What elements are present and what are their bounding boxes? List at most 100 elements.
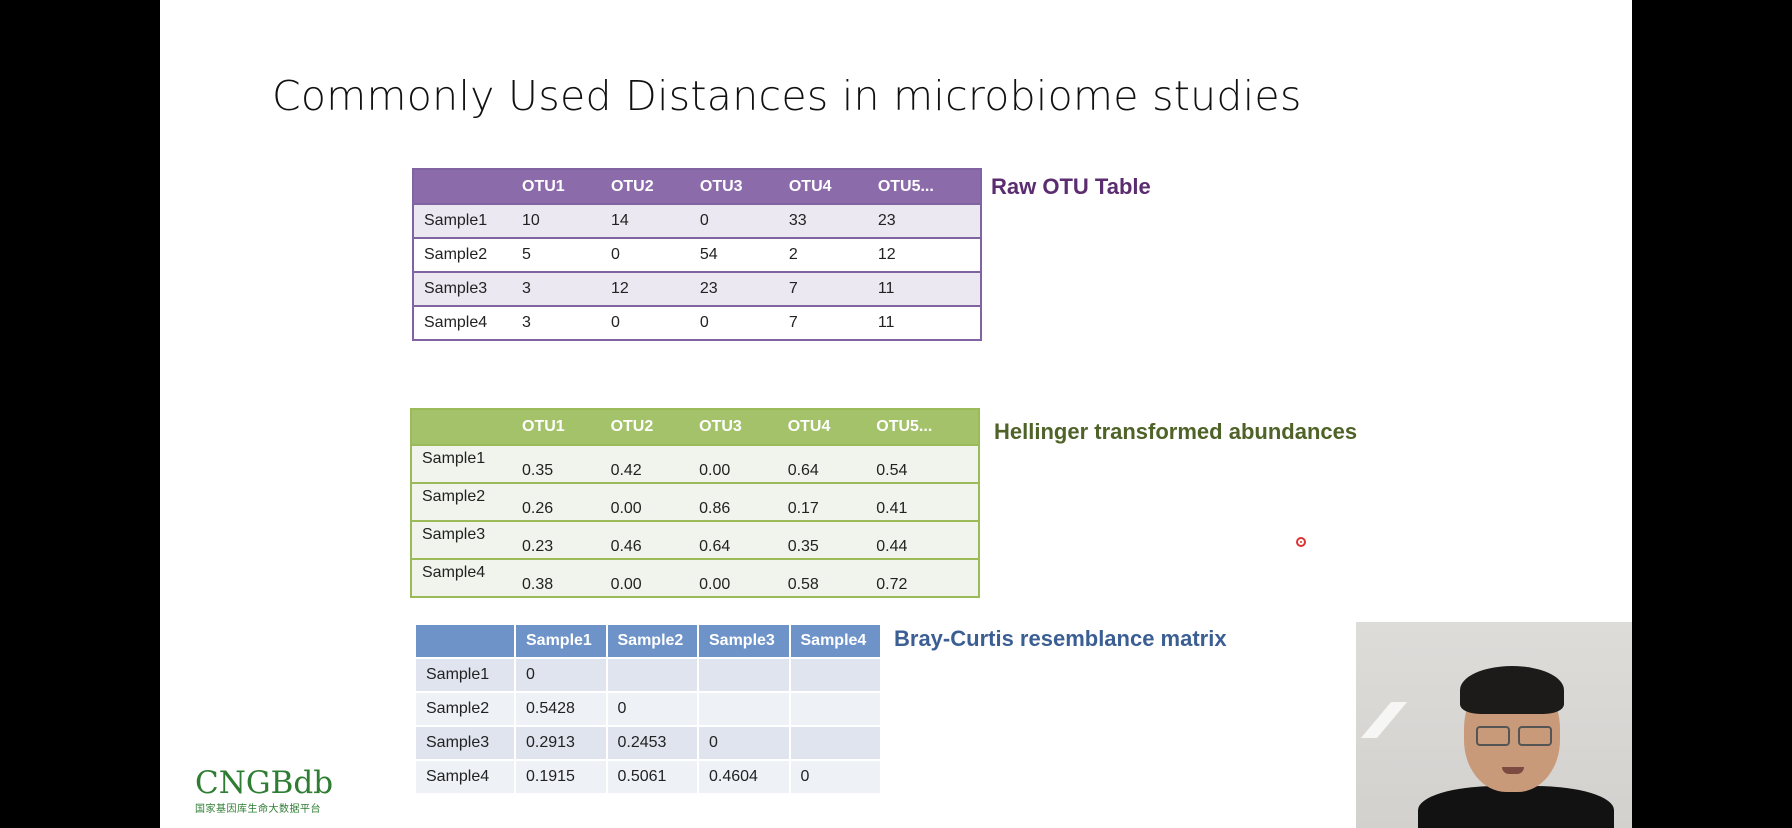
table-cell: 0.44	[866, 520, 979, 559]
table-cell: 0.23	[512, 520, 601, 559]
table-header-row: OTU1 OTU2 OTU3 OTU4 OTU5...	[411, 409, 979, 445]
presentation-slide: Commonly Used Distances in microbiome st…	[160, 0, 1632, 828]
row-label: Sample4	[411, 558, 512, 597]
row-label: Sample2	[416, 693, 514, 725]
table-cell: 0.2913	[516, 727, 606, 759]
table-cell: 23	[867, 203, 981, 238]
row-label: Sample2	[411, 482, 512, 521]
bray-curtis-table-caption: Bray-Curtis resemblance matrix	[894, 626, 1227, 651]
table-cell: 0.1915	[516, 761, 606, 793]
header-cell: Sample2	[607, 625, 697, 657]
presenter-mouth	[1502, 767, 1524, 774]
webcam-overlay	[1356, 622, 1632, 828]
table-header-row: OTU1 OTU2 OTU3 OTU4 OTU5...	[413, 169, 981, 204]
raw-table-caption: Raw OTU Table	[991, 174, 1151, 199]
table-cell: 0.4604	[699, 761, 789, 793]
table-cell: 0.26	[512, 482, 601, 521]
table-cell: 2	[778, 237, 868, 272]
table-row: Sample1 0	[416, 659, 880, 691]
header-cell	[411, 409, 512, 445]
table-cell: 12	[600, 271, 690, 306]
table-cell	[790, 693, 880, 725]
table-cell: 3	[512, 271, 601, 306]
table-cell: 0.17	[777, 482, 867, 521]
table-cell: 0.54	[866, 444, 979, 483]
row-label: Sample4	[416, 761, 514, 793]
table-cell: 10	[512, 203, 601, 238]
table-cell: 5	[512, 237, 601, 272]
logo-subtitle: 国家基因库生命大数据平台	[195, 804, 321, 815]
table-row: Sample3 3 12 23 7 11	[413, 271, 981, 306]
table-row: Sample2 0.5428 0	[416, 693, 880, 725]
table-cell: 0.58	[777, 558, 867, 597]
glasses-icon	[1476, 726, 1510, 746]
bray-curtis-table: Sample1 Sample2 Sample3 Sample4 Sample1 …	[414, 623, 882, 795]
table-cell	[699, 693, 789, 725]
table-cell: 0.00	[600, 558, 690, 597]
table-cell: 12	[867, 237, 981, 272]
table-cell: 11	[867, 271, 981, 306]
table-cell	[790, 727, 880, 759]
table-row: Sample3 0.2913 0.2453 0	[416, 727, 880, 759]
table-cell: 0.00	[689, 558, 778, 597]
raw-otu-table: OTU1 OTU2 OTU3 OTU4 OTU5... Sample1 10 1…	[412, 168, 982, 341]
header-cell: OTU5...	[867, 169, 981, 204]
cngbdb-logo: CNGBdb 国家基因库生命大数据平台	[195, 766, 333, 815]
presenter-hair	[1460, 666, 1564, 714]
row-label: Sample1	[411, 444, 512, 483]
header-cell: OTU4	[778, 169, 868, 204]
table-row: Sample4 0.38 0.00 0.00 0.58 0.72	[411, 558, 979, 597]
logo-text: CNGBdb	[195, 765, 334, 801]
row-label: Sample1	[416, 659, 514, 691]
table-cell: 0	[600, 237, 690, 272]
table-cell: 0.35	[777, 520, 867, 559]
table-cell: 0	[516, 659, 606, 691]
table-cell	[699, 659, 789, 691]
slide-title: Commonly Used Distances in microbiome st…	[272, 72, 1302, 120]
table-cell: 11	[867, 305, 981, 340]
header-cell: OTU3	[689, 169, 779, 204]
table-cell: 0.38	[512, 558, 601, 597]
table-cell: 0.35	[512, 444, 601, 483]
table-cell: 23	[689, 271, 779, 306]
table-cell: 7	[778, 271, 868, 306]
header-cell: OTU1	[512, 169, 601, 204]
table-cell: 0	[699, 727, 789, 759]
header-cell: OTU2	[600, 169, 690, 204]
row-label: Sample1	[413, 203, 512, 238]
table-cell: 0.00	[689, 444, 778, 483]
table-cell: 0	[600, 305, 690, 340]
table-cell: 0.5428	[516, 693, 606, 725]
table-row: Sample4 0.1915 0.5061 0.4604 0	[416, 761, 880, 793]
table-cell: 0.64	[689, 520, 778, 559]
header-cell: Sample3	[699, 625, 789, 657]
table-cell: 0.46	[600, 520, 690, 559]
table-cell: 0.42	[600, 444, 690, 483]
table-row: Sample1 0.35 0.42 0.00 0.64 0.54	[411, 444, 979, 483]
header-cell: Sample1	[516, 625, 606, 657]
row-label: Sample3	[416, 727, 514, 759]
header-cell: OTU4	[777, 409, 867, 445]
header-cell: OTU2	[600, 409, 690, 445]
hellinger-table: OTU1 OTU2 OTU3 OTU4 OTU5... Sample1 0.35…	[410, 408, 980, 598]
header-cell: OTU1	[512, 409, 601, 445]
table-cell: 0.2453	[607, 727, 697, 759]
table-cell: 0.41	[866, 482, 979, 521]
table-row: Sample2 0.26 0.00 0.86 0.17 0.41	[411, 482, 979, 521]
table-cell	[790, 659, 880, 691]
header-cell: Sample4	[790, 625, 880, 657]
table-cell: 0.64	[777, 444, 867, 483]
table-cell: 0	[689, 305, 779, 340]
table-cell: 0	[790, 761, 880, 793]
table-cell: 0.72	[866, 558, 979, 597]
presenter-body	[1418, 786, 1614, 828]
table-cell: 0	[607, 693, 697, 725]
row-label: Sample3	[413, 271, 512, 306]
table-row: Sample3 0.23 0.46 0.64 0.35 0.44	[411, 520, 979, 559]
table-cell: 7	[778, 305, 868, 340]
table-row: Sample1 10 14 0 33 23	[413, 203, 981, 238]
header-cell: OTU3	[689, 409, 778, 445]
table-row: Sample2 5 0 54 2 12	[413, 237, 981, 272]
row-label: Sample4	[413, 305, 512, 340]
header-cell: OTU5...	[866, 409, 979, 445]
